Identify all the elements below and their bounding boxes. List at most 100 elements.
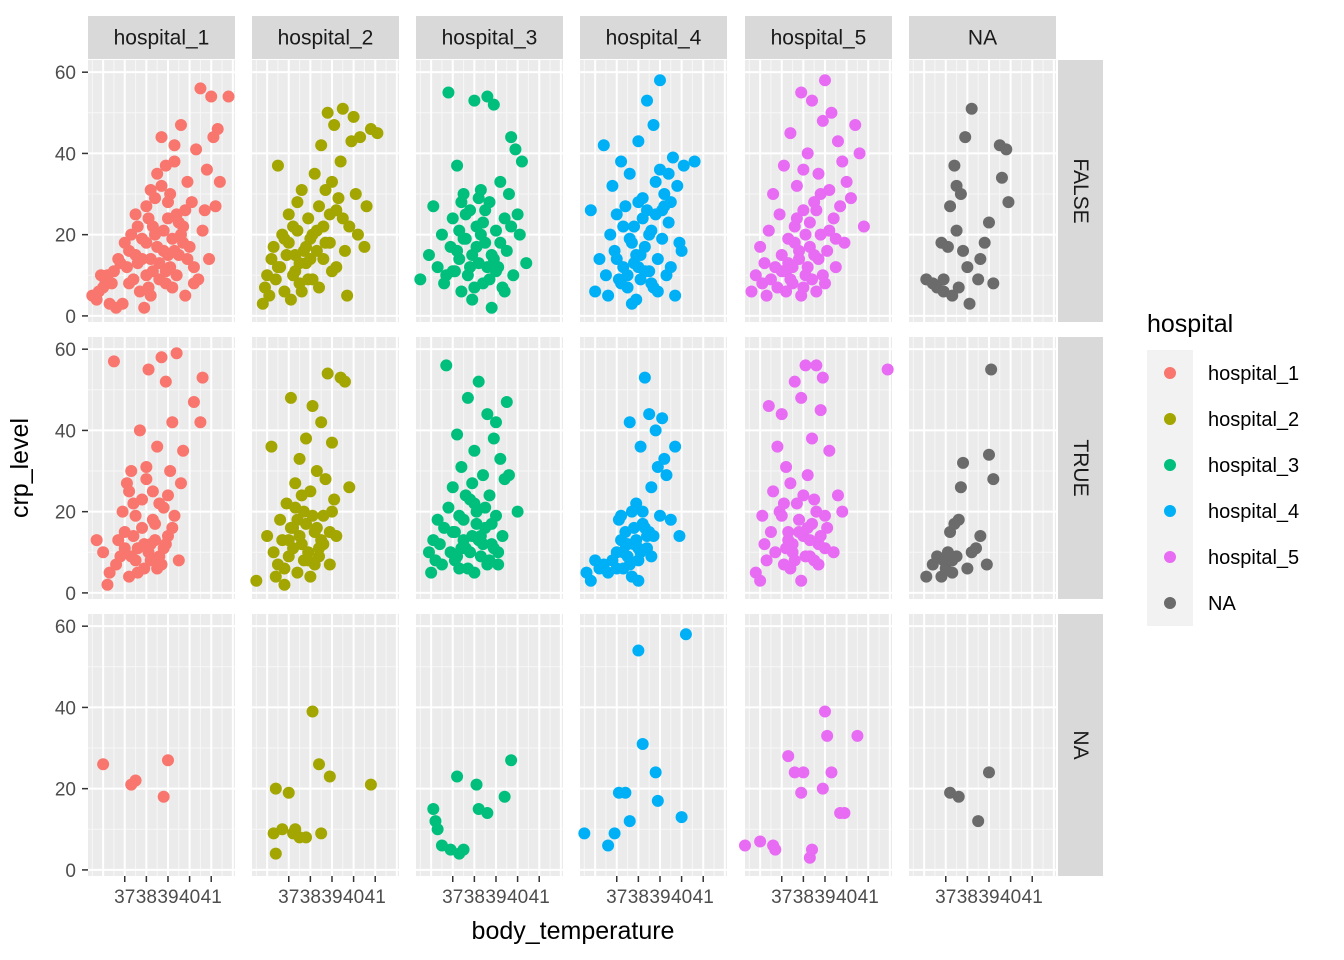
data-point bbox=[810, 204, 823, 217]
data-point bbox=[647, 281, 660, 294]
data-point bbox=[773, 208, 786, 221]
data-point bbox=[937, 285, 950, 298]
data-point bbox=[784, 273, 797, 286]
data-point bbox=[422, 248, 435, 261]
points-hospital_5-NA bbox=[739, 705, 864, 864]
panel-hospital_1-NA bbox=[88, 614, 235, 876]
data-point bbox=[790, 179, 803, 192]
data-point bbox=[159, 265, 172, 278]
data-point bbox=[610, 208, 623, 221]
x-tick-label: 40 bbox=[836, 887, 857, 908]
data-point bbox=[849, 118, 862, 131]
data-point bbox=[289, 501, 302, 514]
data-point bbox=[511, 505, 524, 518]
y-tick-label: 40 bbox=[55, 144, 76, 165]
data-point bbox=[472, 375, 485, 388]
data-point bbox=[920, 570, 933, 583]
data-point bbox=[602, 289, 615, 302]
panel-hospital_3-NA bbox=[416, 614, 563, 876]
data-point bbox=[213, 175, 226, 188]
data-point bbox=[325, 265, 338, 278]
data-point bbox=[764, 525, 777, 538]
column-strip-label: hospital_4 bbox=[606, 27, 702, 50]
data-point bbox=[617, 546, 630, 559]
data-point bbox=[810, 505, 823, 518]
data-point bbox=[767, 188, 780, 201]
data-point bbox=[498, 790, 511, 803]
y-tick-label: 40 bbox=[55, 698, 76, 719]
legend-item: hospital_1 bbox=[1147, 350, 1299, 396]
data-point bbox=[679, 628, 692, 641]
data-point bbox=[468, 281, 481, 294]
data-point bbox=[952, 513, 965, 526]
data-point bbox=[140, 200, 153, 213]
data-point bbox=[149, 192, 162, 205]
data-point bbox=[641, 94, 654, 107]
data-point bbox=[630, 497, 643, 510]
data-point bbox=[816, 114, 829, 127]
data-point bbox=[330, 204, 343, 217]
x-tick-label: 41 bbox=[1022, 887, 1043, 908]
data-point bbox=[466, 293, 479, 306]
data-point bbox=[125, 550, 138, 563]
data-point bbox=[952, 281, 965, 294]
points-hospital_2-FALSE bbox=[256, 102, 384, 310]
data-point bbox=[808, 493, 821, 506]
data-point bbox=[477, 469, 490, 482]
data-point bbox=[446, 481, 459, 494]
data-point bbox=[300, 240, 313, 253]
points-NA-FALSE bbox=[920, 102, 1015, 310]
data-point bbox=[481, 558, 494, 571]
data-point bbox=[799, 359, 812, 372]
points-hospital_2-TRUE bbox=[250, 367, 356, 591]
data-point bbox=[451, 244, 464, 257]
data-point bbox=[455, 542, 468, 555]
data-point bbox=[795, 574, 808, 587]
data-point bbox=[615, 155, 628, 168]
data-point bbox=[360, 200, 373, 213]
data-point bbox=[222, 90, 235, 103]
data-point bbox=[780, 285, 793, 298]
data-point bbox=[647, 118, 660, 131]
data-point bbox=[825, 766, 838, 779]
y-tick-label: 60 bbox=[55, 340, 76, 361]
column-strip-background bbox=[88, 16, 235, 59]
data-point bbox=[125, 465, 138, 478]
data-point bbox=[291, 513, 304, 526]
data-point bbox=[651, 794, 664, 807]
points-hospital_1-FALSE bbox=[86, 82, 235, 314]
row-strip-background bbox=[1058, 614, 1103, 876]
data-point bbox=[174, 477, 187, 490]
data-point bbox=[282, 534, 295, 547]
data-point bbox=[970, 542, 983, 555]
data-point bbox=[304, 253, 317, 266]
data-point bbox=[308, 558, 321, 571]
panel-hospital_4-NA bbox=[580, 614, 727, 876]
x-tick-label: 40 bbox=[179, 887, 200, 908]
y-axes: 0 20 40 60 0 20 40 60 0 20 40 60 bbox=[55, 63, 88, 882]
data-point bbox=[431, 823, 444, 836]
data-point bbox=[146, 513, 159, 526]
data-point bbox=[187, 395, 200, 408]
data-point bbox=[769, 843, 782, 856]
data-point bbox=[300, 432, 313, 445]
data-point bbox=[131, 257, 144, 270]
data-point bbox=[278, 562, 291, 575]
data-point bbox=[982, 766, 995, 779]
data-point bbox=[468, 94, 481, 107]
data-point bbox=[623, 416, 636, 429]
data-point bbox=[187, 277, 200, 290]
data-point bbox=[788, 236, 801, 249]
data-point bbox=[823, 224, 836, 237]
data-point bbox=[256, 297, 269, 310]
data-point bbox=[161, 248, 174, 261]
data-point bbox=[459, 489, 472, 502]
points-hospital_3-NA bbox=[427, 754, 518, 860]
data-point bbox=[269, 847, 282, 860]
data-point bbox=[610, 562, 623, 575]
data-point bbox=[818, 277, 831, 290]
data-point bbox=[151, 167, 164, 180]
data-point bbox=[500, 244, 513, 257]
data-point bbox=[354, 131, 367, 144]
data-point bbox=[468, 444, 481, 457]
